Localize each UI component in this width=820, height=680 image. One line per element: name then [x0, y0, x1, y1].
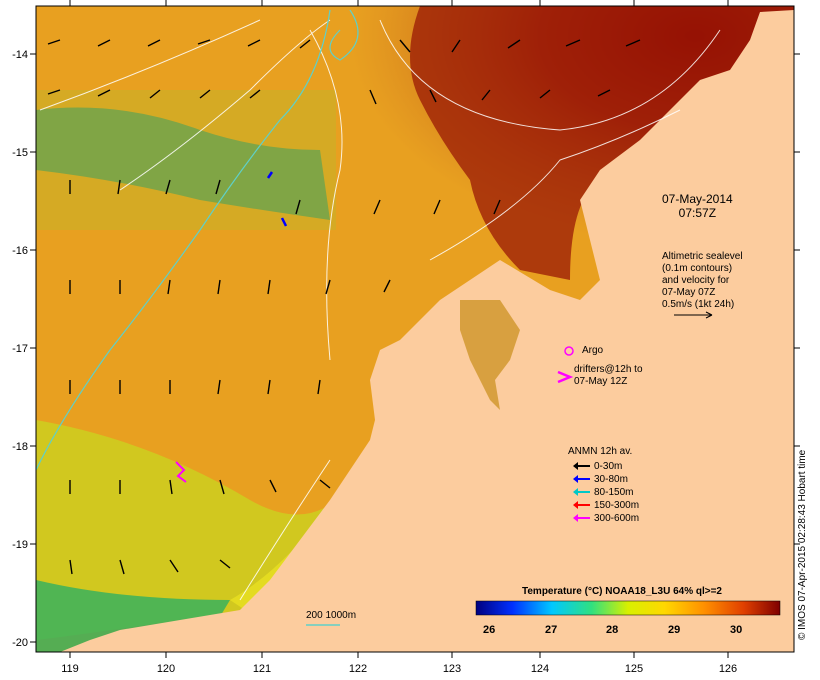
anmn-item: 30-80m [573, 474, 628, 486]
altimetry-legend: Altimetric sealevel (0.1m contours) and … [662, 251, 743, 311]
anmn-legend: ANMN 12h av. [568, 446, 633, 458]
colorbar-tick: 28 [606, 624, 619, 636]
drifter-marker-icon [557, 370, 574, 384]
anmn-item-label: 80-150m [594, 487, 634, 498]
colorbar-tick: 26 [483, 624, 496, 636]
velocity-vectors [47, 39, 641, 575]
vector-row-7 [69, 559, 231, 575]
anmn-item: 80-150m [573, 487, 634, 499]
arrow-left-icon [573, 501, 590, 510]
depth-contour-label: 200 1000m [306, 610, 357, 621]
anmn-item-label: 0-30m [594, 461, 623, 472]
lon-ticks [69, 0, 729, 658]
lat-label: -17 [12, 343, 28, 355]
lon-tick-labels: 119 120 121 122 123 124 125 126 [61, 663, 737, 675]
anmn-item: 150-300m [573, 500, 640, 512]
arrow-left-icon [573, 475, 590, 484]
drifter-track [175, 461, 187, 483]
colorbar [475, 600, 781, 616]
lat-label: -18 [12, 441, 28, 453]
drifters-line: 07-May 12Z [574, 376, 628, 387]
anmn-item-label: 150-300m [594, 500, 640, 511]
colorbar-tick: 30 [730, 624, 743, 636]
lat-label: -14 [12, 49, 28, 61]
anmn-blue-marker [266, 171, 288, 227]
vector-row-1 [47, 39, 641, 53]
arrow-left-icon [573, 488, 590, 497]
peninsula [460, 300, 520, 410]
lon-label: 125 [625, 663, 643, 675]
drifters-legend: drifters@12h to 07-May 12Z [574, 364, 643, 388]
lon-label: 126 [719, 663, 737, 675]
vector-row-3 [69, 179, 501, 215]
lat-label: -19 [12, 539, 28, 551]
altimetry-line: 0.5m/s (1kt 24h) [662, 299, 735, 310]
lon-label: 120 [157, 663, 175, 675]
arrow-left-icon [573, 462, 590, 471]
datetime-label: 07-May-2014 07:57Z [662, 192, 733, 220]
altimetry-line: (0.1m contours) [662, 263, 733, 274]
lat-label: -15 [12, 147, 28, 159]
lon-label: 123 [443, 663, 461, 675]
lon-label: 122 [349, 663, 367, 675]
altimetry-line: Altimetric sealevel [662, 251, 743, 262]
land-mass [60, 10, 794, 652]
depth-contours [35, 9, 359, 471]
green-patches [36, 107, 330, 220]
lon-label: 124 [531, 663, 549, 675]
vector-row-5 [69, 379, 321, 395]
anmn-title: ANMN 12h av. [568, 446, 633, 457]
anmn-item: 300-600m [573, 513, 640, 525]
datetime-date: 07-May-2014 [662, 192, 733, 206]
drifters-line: drifters@12h to [574, 364, 643, 375]
velocity-scale-arrowhead [705, 311, 713, 319]
colorbar-title: Temperature (°C) NOAA18_L3U 64% ql>=2 [522, 586, 722, 597]
argo-label: Argo [582, 345, 604, 356]
anmn-item-label: 30-80m [594, 474, 628, 485]
map-border [35, 5, 795, 653]
anmn-item: 0-30m [573, 461, 623, 473]
lat-ticks [30, 53, 800, 643]
lat-tick-labels: -14 -15 -16 -17 -18 -19 -20 [12, 49, 28, 649]
lon-label: 119 [61, 663, 79, 675]
datetime-time: 07:57Z [678, 206, 717, 220]
arrow-left-icon [573, 514, 590, 523]
colorbar-tick: 27 [545, 624, 558, 636]
argo-marker-icon [564, 346, 574, 356]
lon-label: 121 [253, 663, 271, 675]
altimetry-line: 07-May 07Z [662, 287, 716, 298]
nearshore-yellow [230, 440, 380, 620]
lat-label: -20 [12, 637, 28, 649]
altimetry-line: and velocity for [662, 275, 730, 286]
vector-row-2 [47, 89, 611, 105]
vector-row-4 [69, 279, 391, 295]
sealevel-contours [39, 19, 721, 601]
lat-label: -16 [12, 245, 28, 257]
colorbar-tick: 29 [668, 624, 681, 636]
credit-text: © IMOS 07-Apr-2015 02:28:43 Hobart time [797, 449, 808, 640]
vector-row-6 [69, 479, 331, 495]
anmn-item-label: 300-600m [594, 513, 640, 524]
